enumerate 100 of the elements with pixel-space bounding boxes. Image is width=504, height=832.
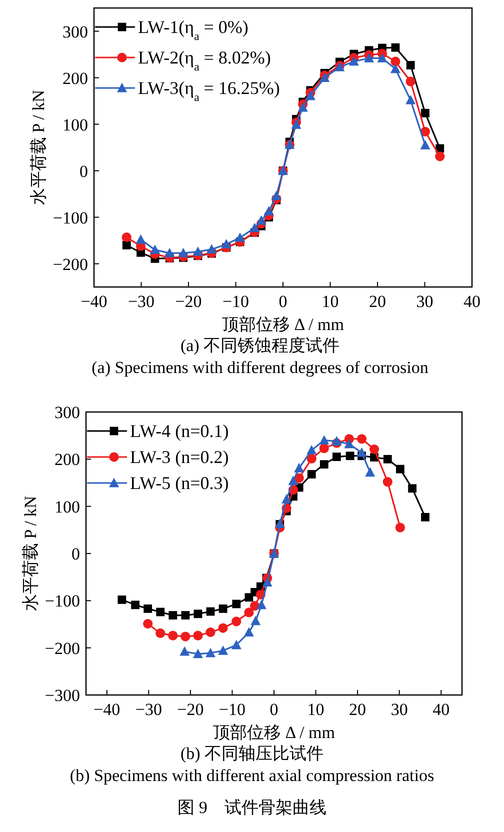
point	[181, 611, 190, 620]
point	[150, 244, 160, 254]
y-tick-label: 100	[54, 497, 80, 516]
point	[306, 445, 317, 454]
point	[294, 462, 304, 472]
point	[256, 600, 266, 610]
point	[180, 632, 190, 642]
point	[420, 140, 430, 150]
point	[420, 126, 430, 136]
point	[332, 436, 342, 446]
point	[421, 108, 430, 118]
point	[271, 190, 282, 200]
x-tick-label: −30	[128, 292, 155, 311]
legend-label: LW-2(η$_{a}$ = 8.02%)	[138, 48, 271, 73]
x-tick-label: 20	[369, 292, 386, 311]
x-tick-label: 40	[432, 700, 450, 719]
point	[118, 596, 126, 604]
y-tick-label: −100	[44, 592, 80, 611]
y-axis-title: 水平荷载 P / kN	[29, 90, 48, 206]
x-tick-label: −40	[94, 700, 120, 719]
point	[390, 56, 400, 66]
point	[131, 600, 140, 610]
point	[390, 64, 400, 74]
text: (b) Specimens with different axial compression ratios	[70, 766, 434, 785]
point	[365, 467, 376, 477]
legend-label: LW-3 (n=0.2)	[130, 447, 229, 467]
legend-label: LW-3(η$_{a}$ = 16.25%)	[138, 78, 280, 104]
point	[206, 627, 216, 638]
point	[194, 610, 202, 618]
x-tick-label: 10	[307, 700, 324, 719]
point	[344, 438, 354, 448]
x-tick-label: −20	[175, 292, 202, 311]
point	[156, 628, 166, 638]
point	[232, 616, 242, 626]
point	[364, 53, 374, 62]
y-tick-label: −200	[44, 638, 80, 658]
x-tick-label: −30	[135, 700, 162, 719]
legend-label: LW-1(η$_{a}$ = 0%)	[138, 17, 248, 42]
point	[206, 648, 216, 658]
point	[282, 494, 292, 504]
point	[346, 452, 354, 460]
point	[192, 246, 203, 256]
x-axis-title: 顶部位移 Δ / mm	[222, 315, 344, 334]
x-tick-label: 20	[349, 700, 366, 719]
y-tick-label: 300	[54, 403, 80, 422]
x-axis-title: 顶部位移 Δ / mm	[213, 723, 335, 742]
x-tick-label: −10	[222, 292, 250, 311]
point	[435, 152, 445, 162]
point	[218, 645, 228, 655]
point	[244, 627, 254, 636]
point	[319, 444, 329, 454]
point	[136, 234, 146, 244]
y-tick-label: 200	[62, 68, 88, 88]
point	[122, 240, 131, 250]
point	[319, 435, 330, 444]
point	[218, 604, 228, 613]
point	[244, 608, 254, 618]
legend-label: LW-4 (n=0.1)	[130, 421, 229, 441]
point	[250, 222, 260, 232]
point	[406, 76, 416, 86]
point	[298, 102, 308, 112]
point	[235, 232, 246, 242]
point	[356, 447, 367, 457]
y-tick-label: 0	[72, 544, 80, 564]
point	[192, 648, 203, 658]
x-tick-label: −10	[218, 700, 246, 719]
point	[305, 90, 316, 100]
point	[168, 630, 178, 640]
point	[206, 607, 215, 616]
y-axis-title: 水平荷载 P / kN	[21, 496, 40, 612]
point	[408, 484, 416, 493]
x-tick-label: 30	[416, 292, 434, 311]
point	[406, 60, 415, 70]
point	[396, 464, 404, 474]
text: (a) 不同锈蚀程度试件	[180, 336, 340, 355]
point	[356, 434, 367, 444]
point	[256, 215, 266, 225]
point	[306, 454, 316, 464]
point	[178, 248, 188, 258]
point	[122, 232, 132, 242]
point	[288, 476, 298, 486]
x-tick-label: −40	[80, 292, 108, 311]
point	[206, 244, 217, 254]
x-tick-label: 40	[464, 292, 480, 311]
point	[307, 470, 316, 478]
x-tick-label: −20	[177, 700, 204, 719]
point	[377, 53, 388, 62]
y-tick-label: −100	[52, 208, 88, 228]
caption: 图 9 试件骨架曲线	[178, 798, 326, 817]
point	[320, 460, 328, 469]
point	[164, 248, 175, 258]
text: (b) 不同轴压比试件	[180, 744, 324, 763]
legend-label: LW-5 (n=0.3)	[130, 473, 229, 493]
point	[143, 618, 153, 629]
point	[231, 640, 242, 650]
x-tick-label: 0	[270, 700, 278, 719]
point	[180, 646, 190, 656]
y-tick-label: 0	[80, 162, 88, 181]
point	[262, 577, 272, 586]
y-tick-label: 100	[62, 115, 88, 134]
